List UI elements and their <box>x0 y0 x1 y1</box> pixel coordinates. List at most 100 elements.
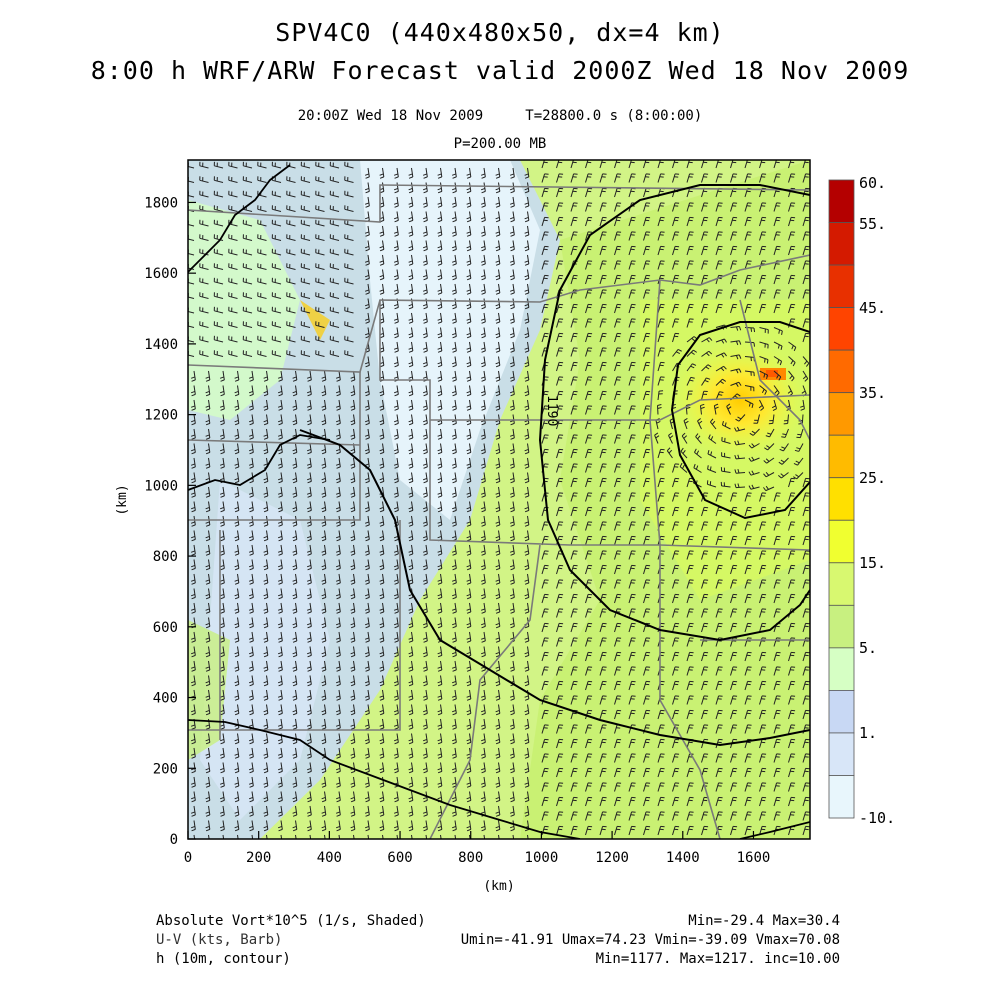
wind-barb <box>715 550 723 560</box>
wind-barb <box>672 202 680 212</box>
wind-barb <box>263 675 269 687</box>
wind-barb <box>286 176 296 183</box>
wind-barb <box>730 260 738 270</box>
wind-barb <box>585 361 593 372</box>
wind-barb <box>295 834 297 839</box>
wind-barb <box>773 385 780 397</box>
wind-barb <box>556 303 564 314</box>
wind-barb <box>570 637 578 647</box>
wind-barb <box>773 738 781 749</box>
wind-barb <box>422 718 428 730</box>
wind-barb <box>759 651 767 662</box>
wind-barb <box>234 791 240 803</box>
wind-barb <box>248 443 254 455</box>
wind-barb <box>277 805 283 817</box>
wind-barb <box>802 622 810 633</box>
wind-barb <box>759 160 767 169</box>
wind-barb <box>379 225 385 237</box>
wind-barb <box>730 564 738 575</box>
time-step: T=28800.0 s (8:00:00) <box>525 108 703 124</box>
wind-barb <box>643 593 651 604</box>
wind-barb <box>234 544 240 556</box>
wind-barb <box>715 796 723 807</box>
wind-barb <box>315 219 325 227</box>
wind-barb <box>367 834 370 839</box>
wind-barb <box>744 651 752 662</box>
wind-barb <box>495 646 501 658</box>
wind-barb <box>570 187 578 198</box>
wind-barb <box>570 622 578 633</box>
wind-barb <box>379 559 385 571</box>
wind-barb <box>408 428 414 440</box>
wind-barb <box>773 173 781 183</box>
wind-barb <box>257 205 267 212</box>
wind-barb <box>329 277 340 285</box>
wind-barb <box>701 350 713 357</box>
wind-barb <box>277 718 283 730</box>
wind-barb <box>643 608 651 618</box>
wind-barb <box>364 689 370 701</box>
wind-barb <box>495 820 501 832</box>
wind-barb <box>480 733 486 745</box>
wind-barb <box>524 254 530 266</box>
wind-barb <box>524 472 530 484</box>
wind-barb <box>190 588 196 600</box>
wind-barb <box>628 782 636 792</box>
wind-barb <box>701 202 709 212</box>
wind-barb <box>788 593 796 604</box>
wind-barb <box>802 506 810 517</box>
y-tick-label: 1000 <box>144 478 178 494</box>
wind-barb <box>701 666 709 676</box>
wind-barb <box>408 414 414 426</box>
wind-barb <box>228 248 238 256</box>
wind-barb <box>614 303 622 314</box>
wind-barb <box>350 573 356 585</box>
wind-barb <box>802 260 810 270</box>
wind-barb <box>715 709 723 720</box>
wind-barb <box>248 675 254 687</box>
wind-barb <box>228 263 238 270</box>
wind-barb <box>393 341 399 353</box>
wind-barb <box>306 617 312 629</box>
wind-barb <box>628 521 636 531</box>
wind-barb <box>379 399 385 411</box>
wind-barb <box>263 486 269 498</box>
wind-barb <box>286 190 296 198</box>
wind-barb <box>628 622 636 633</box>
wind-barb <box>614 709 622 720</box>
wind-barb <box>393 602 399 614</box>
wind-barb <box>234 805 240 817</box>
wind-barb <box>408 602 414 614</box>
wind-barb <box>759 564 767 575</box>
wind-barb <box>422 196 428 208</box>
wind-barb <box>681 432 688 444</box>
wind-barb <box>599 463 607 473</box>
wind-barb <box>440 834 442 839</box>
wind-barb <box>509 486 515 498</box>
wind-barb <box>643 434 651 444</box>
wind-barb <box>773 811 781 821</box>
wind-barb <box>451 704 457 716</box>
wind-barb <box>570 274 578 285</box>
wind-barb <box>788 202 796 212</box>
wind-barb <box>451 660 457 672</box>
colorbar-swatch <box>828 434 855 479</box>
wind-barb <box>509 196 515 208</box>
wind-barb <box>701 377 711 386</box>
wind-barb <box>628 274 636 285</box>
wind-barb <box>408 791 414 803</box>
wind-barb <box>344 190 354 198</box>
wind-barb <box>672 521 680 531</box>
wind-barb <box>509 602 515 614</box>
wind-barb <box>263 733 269 745</box>
wind-barb <box>570 318 578 328</box>
wind-barb <box>480 617 486 629</box>
wind-barb <box>707 465 717 473</box>
wind-barb <box>306 385 312 397</box>
wind-barb <box>585 390 593 401</box>
wind-barb <box>379 588 385 600</box>
wind-barb <box>686 173 694 183</box>
wind-barb <box>335 675 341 687</box>
wind-barb <box>802 753 810 763</box>
wind-barb <box>286 205 296 212</box>
